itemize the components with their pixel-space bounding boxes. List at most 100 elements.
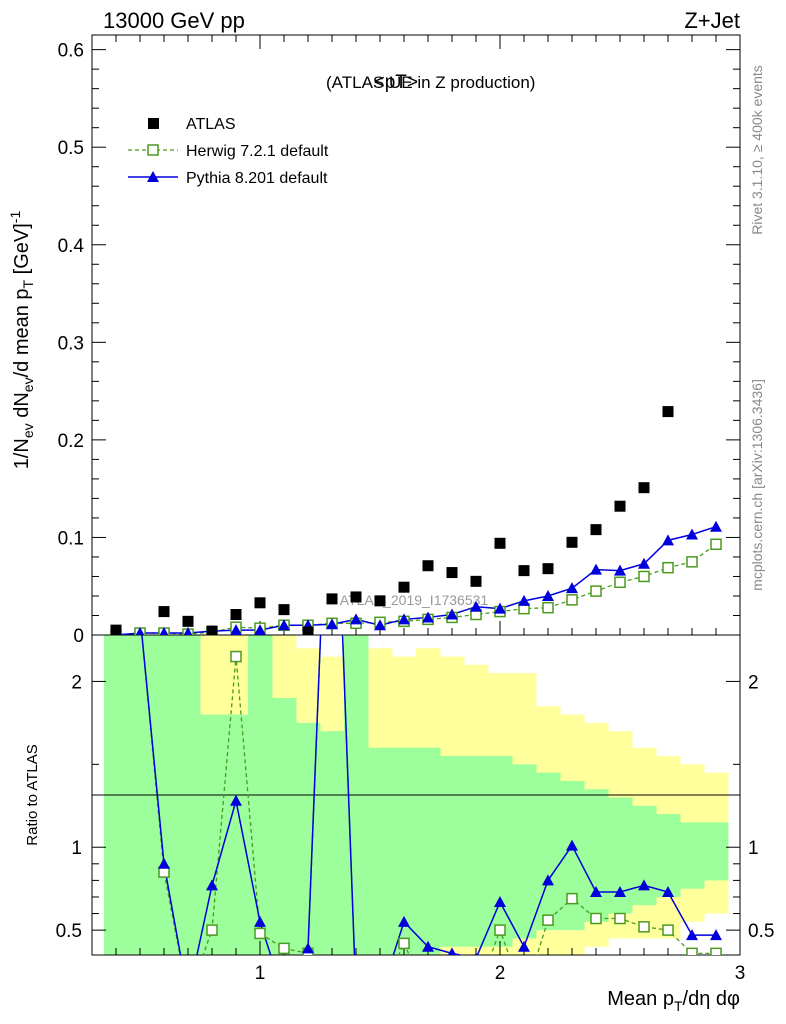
- pythia-ratio-point: [590, 885, 602, 897]
- legend-label-herwig: Herwig 7.2.1 default: [186, 143, 329, 160]
- herwig-ratio-point: [471, 991, 481, 1001]
- legend-label-atlas: ATLAS: [186, 116, 236, 133]
- pythia-point: [542, 589, 554, 601]
- atlas-point: [494, 537, 506, 549]
- pythia-line: [115, 525, 717, 635]
- ratio-y-tick-label: 0.5: [56, 921, 82, 942]
- x-title-sub: T: [674, 998, 683, 1014]
- pythia-ratio-point: [542, 874, 554, 886]
- atlas-point: [566, 536, 578, 548]
- ratio-y-tick-label: 2: [71, 672, 82, 693]
- y-tick-label: 0.3: [58, 333, 84, 354]
- y-title-part: 1/N: [11, 438, 33, 469]
- atlas-point: [398, 581, 410, 593]
- pythia-ratio-point: [350, 990, 362, 1001]
- header-right: Z+Jet: [684, 8, 740, 33]
- y-title-part: dN: [11, 392, 33, 423]
- y-tick-label: 0.4: [58, 236, 85, 257]
- plot-title: <pT>: [374, 72, 418, 93]
- pythia-ratio-point: [686, 929, 698, 941]
- pythia-point: [614, 564, 626, 576]
- herwig-ratio-point: [638, 921, 650, 933]
- herwig-point: [662, 561, 674, 574]
- atlas-point: [182, 615, 194, 627]
- pythia-ratio-point: [447, 947, 457, 955]
- ratio-y-axis-title: Ratio to ATLAS: [24, 744, 41, 845]
- herwig-ratio-point: [398, 937, 410, 950]
- x-axis-title: Mean pT/dη dφ: [607, 988, 740, 1014]
- pythia-point: [470, 600, 482, 612]
- pythia-point: [422, 611, 434, 623]
- x-title-part: Mean p: [607, 988, 674, 1010]
- atlas-point: [278, 604, 290, 616]
- pythia-point: [159, 627, 169, 635]
- herwig-ratio-point: [566, 892, 578, 905]
- herwig-ratio-point: [423, 991, 433, 1001]
- pythia-ratio-point: [566, 839, 578, 851]
- legend-label-pythia: Pythia 8.201 default: [186, 170, 328, 187]
- pythia-point: [518, 594, 530, 606]
- rivet-label: Rivet 3.1.10, ≥ 400k events: [749, 65, 765, 235]
- y-tick-label: 0: [73, 626, 84, 647]
- pythia-ratio-point: [278, 990, 290, 1001]
- pythia-ratio-point: [494, 895, 506, 907]
- pythia-ratio-point: [230, 794, 242, 806]
- herwig-ratio-point: [183, 991, 193, 1001]
- y-title-sub: ev: [20, 377, 36, 392]
- pythia-point: [710, 520, 722, 532]
- herwig-ratio-point: [327, 345, 337, 355]
- pythia-point: [350, 613, 362, 625]
- herwig-point: [638, 570, 650, 583]
- herwig-ratio-point: [135, 610, 145, 620]
- header-left: 13000 GeV pp: [103, 8, 245, 33]
- atlas-point: [302, 626, 314, 635]
- atlas-point: [446, 567, 458, 579]
- pythia-point: [135, 627, 145, 635]
- plot-subtitle: (ATLAS UE in Z production): [326, 73, 535, 92]
- atlas-point: [350, 591, 362, 603]
- band-inner-bin: [296, 722, 321, 955]
- atlas-point: [254, 597, 266, 609]
- pythia-point: [374, 619, 386, 631]
- ratio-y-tick-label-right: 0.5: [748, 921, 774, 942]
- pythia-ratio-point: [182, 990, 194, 1001]
- herwig-ratio-point: [375, 991, 385, 1001]
- atlas-point: [470, 575, 482, 587]
- y-tick-label: 0.6: [58, 41, 84, 62]
- atlas-point: [614, 500, 626, 512]
- herwig-ratio-point: [206, 924, 218, 936]
- ratio-y-tick-label: 1: [71, 838, 82, 859]
- pythia-ratio-point: [254, 915, 266, 927]
- band-inner-bin: [536, 772, 561, 931]
- band-inner-bin: [584, 789, 609, 922]
- band-inner-bin: [464, 756, 489, 947]
- pythia-point: [494, 602, 506, 614]
- pythia-point: [254, 624, 266, 635]
- pythia-point: [638, 557, 650, 569]
- atlas-point: [518, 565, 530, 577]
- herwig-ratio-point: [447, 991, 457, 1001]
- atlas-point: [110, 624, 122, 635]
- band-inner-bin: [440, 756, 465, 947]
- herwig-ratio-point: [614, 912, 626, 925]
- legend: ATLAS Herwig 7.2.1 default Pythia 8.201 …: [128, 116, 329, 187]
- pythia-ratio-point: [422, 940, 434, 952]
- herwig-point: [614, 576, 626, 589]
- y-title-sub: ev: [20, 423, 36, 438]
- pythia-ratio-point: [638, 879, 650, 891]
- pythia-ratio-point: [302, 942, 314, 954]
- herwig-line: [115, 543, 717, 635]
- ratio-y-tick-label-right: 2: [748, 672, 759, 693]
- herwig-ratio-point: [519, 991, 529, 1001]
- atlas-point: [158, 606, 170, 618]
- pythia-ratio-point: [158, 857, 170, 869]
- band-inner-bin: [368, 747, 393, 955]
- legend-marker-atlas: [148, 118, 159, 129]
- herwig-point: [566, 594, 578, 606]
- band-inner-bin: [704, 822, 729, 881]
- watermark: ATLAS_2019_I1736531: [340, 592, 489, 608]
- band-inner-bin: [416, 747, 441, 955]
- y-tick-label: 0.5: [58, 138, 84, 159]
- atlas-point: [590, 524, 602, 536]
